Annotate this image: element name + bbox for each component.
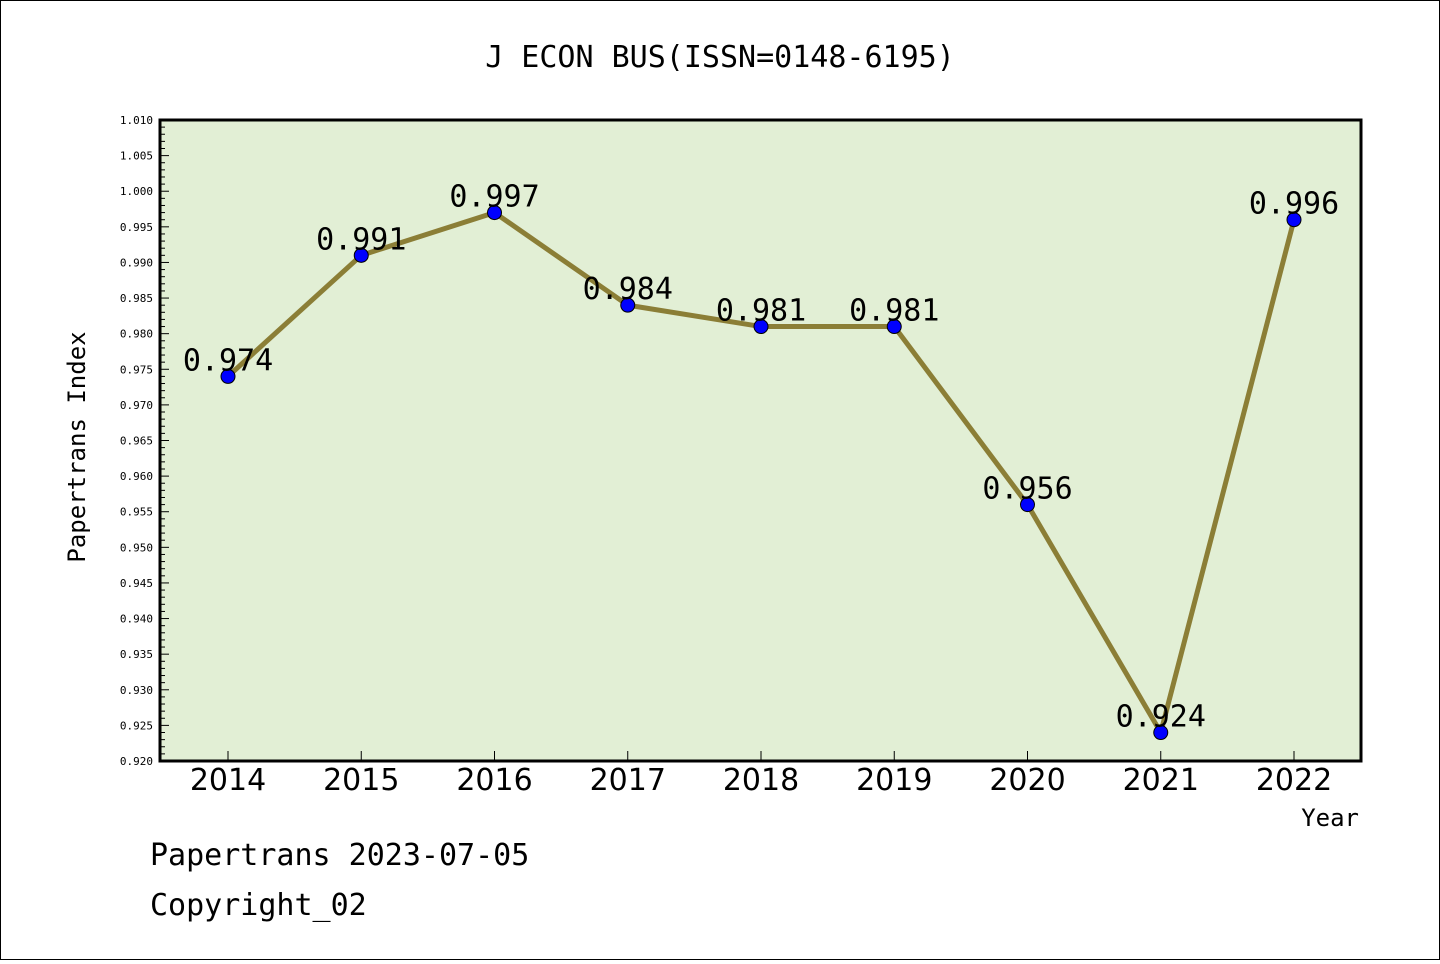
y-tick-label: 0.955 bbox=[120, 506, 153, 519]
y-tick-label: 0.925 bbox=[120, 719, 153, 732]
data-point bbox=[353, 247, 369, 263]
data-label: 0.981 bbox=[716, 294, 806, 329]
x-tick-label: 2014 bbox=[190, 763, 266, 798]
data-point bbox=[620, 297, 636, 313]
y-tick-label: 0.920 bbox=[120, 755, 153, 768]
footer-date: Papertrans 2023-07-05 bbox=[150, 838, 529, 873]
data-label: 0.997 bbox=[449, 180, 539, 215]
y-tick-label: 1.005 bbox=[120, 150, 153, 163]
y-tick-label: 0.960 bbox=[120, 470, 153, 483]
y-tick-label: 0.975 bbox=[120, 363, 153, 376]
x-tick-label: 2016 bbox=[456, 763, 532, 798]
data-label: 0.991 bbox=[316, 222, 406, 257]
x-tick-label: 2020 bbox=[989, 763, 1065, 798]
data-labels: 0.974 0.991 0.997 0.984 0.981 0.981 0.956 0.924… bbox=[183, 180, 1339, 735]
y-tick-label: 1.010 bbox=[120, 114, 153, 127]
y-tick-label: 0.935 bbox=[120, 648, 153, 661]
data-label: 0.984 bbox=[583, 272, 673, 307]
x-tick-label: 2018 bbox=[723, 763, 799, 798]
footer-copyright: Copyright_02 bbox=[150, 888, 367, 923]
data-point bbox=[1153, 725, 1169, 741]
x-axis-label: Year bbox=[1301, 804, 1359, 832]
data-label: 0.924 bbox=[1116, 700, 1206, 735]
data-point bbox=[886, 319, 902, 335]
data-point bbox=[487, 205, 502, 221]
y-tick-label: 0.940 bbox=[120, 613, 153, 626]
x-tick-label: 2019 bbox=[856, 763, 932, 798]
y-tick-label: 0.970 bbox=[120, 399, 153, 412]
data-point bbox=[1020, 497, 1035, 513]
y-axis-ticks: 0.920 0.925 0.930 0.935 0.940 0.945 0.950 0.955… bbox=[120, 114, 169, 768]
series-markers bbox=[220, 205, 1302, 741]
y-tick-label: 0.990 bbox=[120, 256, 153, 269]
y-tick-label: 1.000 bbox=[120, 185, 153, 198]
y-tick-label: 0.995 bbox=[120, 221, 153, 234]
x-tick-label: 2015 bbox=[323, 763, 399, 798]
data-point bbox=[220, 368, 236, 384]
data-point bbox=[1286, 212, 1302, 228]
data-label: 0.974 bbox=[183, 343, 273, 378]
y-tick-label: 0.965 bbox=[120, 435, 153, 448]
y-tick-label: 0.985 bbox=[120, 292, 153, 305]
y-tick-label: 0.945 bbox=[120, 577, 153, 590]
data-point bbox=[753, 319, 769, 335]
plot-area bbox=[158, 118, 1363, 763]
x-tick-label: 2021 bbox=[1123, 763, 1199, 798]
y-axis-label: Papertrans Index bbox=[63, 331, 91, 562]
x-axis-ticks: 2014 2015 2016 2017 2018 2019 2020 2021 2022 bbox=[190, 751, 1332, 798]
chart-title: J ECON BUS(ISSN=0148-6195) bbox=[485, 40, 955, 75]
x-tick-label: 2022 bbox=[1256, 763, 1332, 798]
data-label: 0.981 bbox=[849, 294, 939, 329]
data-label: 0.996 bbox=[1249, 187, 1339, 222]
y-tick-label: 0.950 bbox=[120, 541, 153, 554]
y-tick-label: 0.930 bbox=[120, 684, 153, 697]
data-label: 0.956 bbox=[982, 472, 1072, 507]
x-tick-label: 2017 bbox=[590, 763, 666, 798]
y-tick-label: 0.980 bbox=[120, 328, 153, 341]
